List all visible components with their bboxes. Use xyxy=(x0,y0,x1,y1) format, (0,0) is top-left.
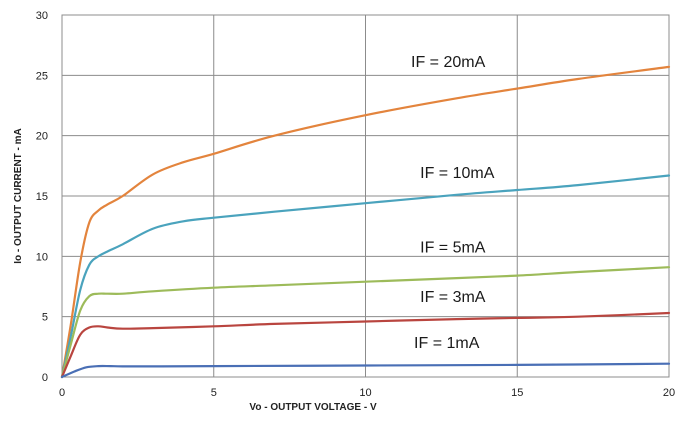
y-tick-label: 10 xyxy=(36,251,48,263)
series-line-3 xyxy=(60,311,671,379)
x-tick-label: 15 xyxy=(511,387,523,399)
series-annotations: IF = 20mA IF = 10mA IF = 5mA IF = 3mA IF = 1… xyxy=(411,54,495,352)
series-line-0 xyxy=(60,65,671,379)
x-tick-label: 0 xyxy=(59,387,65,399)
y-tick-label: 30 xyxy=(36,10,48,22)
x-tick-label: 10 xyxy=(359,387,371,399)
series-annotation: IF = 20mA xyxy=(411,54,486,71)
plot-frame xyxy=(61,14,670,378)
series-line-4 xyxy=(60,362,671,379)
series-annotation: IF = 10mA xyxy=(420,165,495,182)
series-annotation: IF = 3mA xyxy=(420,289,486,306)
series-annotation: IF = 5mA xyxy=(420,240,486,257)
x-tick-label: 20 xyxy=(663,387,675,399)
series-line-1 xyxy=(60,174,671,379)
y-tick-labels: 0 5 10 15 20 25 30 xyxy=(36,10,48,384)
series-annotation: IF = 1mA xyxy=(414,335,480,352)
y-tick-label: 0 xyxy=(42,372,48,384)
series-line-2 xyxy=(60,266,671,379)
y-axis-title: Io - OUTPUT CURRENT - mA xyxy=(13,128,24,264)
y-tick-label: 5 xyxy=(42,312,48,324)
x-axis-title: Vo - OUTPUT VOLTAGE - V xyxy=(249,402,377,413)
y-tick-label: 20 xyxy=(36,131,48,143)
x-tick-labels: 0 5 10 15 20 xyxy=(59,387,675,399)
grid xyxy=(61,14,670,378)
y-tick-label: 25 xyxy=(36,70,48,82)
y-tick-label: 15 xyxy=(36,191,48,203)
series-lines xyxy=(60,65,671,379)
x-tick-label: 5 xyxy=(211,387,217,399)
